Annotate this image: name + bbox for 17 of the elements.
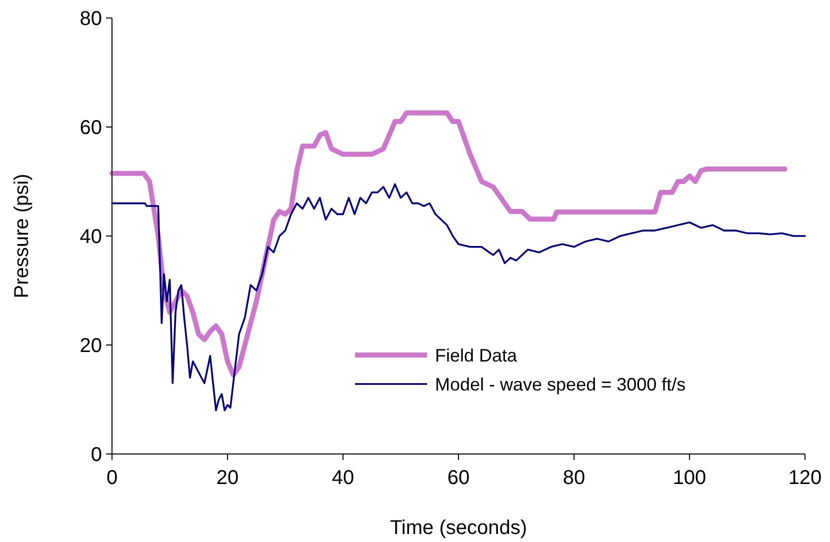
x-tick-label: 120 [788,467,822,489]
line-series [111,183,806,412]
y-tick-label: 80 [80,8,102,30]
y-tick-label: 40 [80,226,102,248]
y-tick-label: 20 [80,335,102,357]
y-tick-label: 60 [80,117,102,139]
legend-label: Model - wave speed = 3000 ft/s [435,374,686,394]
x-tick-label: 40 [332,467,354,489]
legend-label: Field Data [435,345,518,366]
x-tick-label: 100 [672,467,706,489]
y-tick-label: 0 [90,444,102,466]
x-tick-label: 80 [562,467,586,489]
x-tick-label: 0 [106,467,118,489]
y-axis-title: Pressure (psi) [11,174,33,298]
x-axis-title: Time (seconds) [390,517,528,539]
x-tick-label: 20 [216,467,239,489]
x-tick-label: 60 [447,467,470,489]
